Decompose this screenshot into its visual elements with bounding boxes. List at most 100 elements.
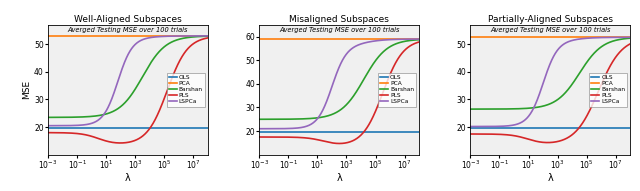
OLS bbox=[357, 131, 365, 134]
Line: LSPCa: LSPCa bbox=[48, 36, 208, 126]
PLS bbox=[141, 133, 149, 135]
PLS bbox=[166, 83, 173, 86]
PCA bbox=[182, 35, 189, 37]
LSPCa bbox=[265, 128, 273, 130]
OLS bbox=[467, 126, 474, 129]
Line: Barshan: Barshan bbox=[259, 40, 419, 119]
LSPCa bbox=[353, 45, 360, 47]
LSPCa bbox=[588, 37, 596, 39]
OLS bbox=[255, 131, 263, 134]
Barshan bbox=[146, 63, 154, 65]
OLS bbox=[182, 127, 189, 130]
PCA bbox=[467, 36, 474, 38]
PCA bbox=[54, 35, 61, 37]
Title: Misaligned Subspaces: Misaligned Subspaces bbox=[289, 15, 389, 24]
PCA bbox=[564, 36, 572, 38]
Barshan bbox=[54, 116, 61, 118]
Line: Barshan: Barshan bbox=[48, 36, 208, 117]
LSPCa bbox=[204, 35, 212, 37]
PCA bbox=[146, 35, 154, 37]
Line: Barshan: Barshan bbox=[470, 38, 630, 109]
PLS bbox=[137, 136, 145, 138]
OLS bbox=[627, 126, 634, 129]
LSPCa bbox=[146, 36, 154, 39]
PCA bbox=[377, 38, 385, 40]
PLS bbox=[147, 127, 154, 129]
PLS bbox=[476, 133, 484, 135]
OLS bbox=[54, 127, 61, 130]
Barshan bbox=[357, 83, 365, 85]
PLS bbox=[54, 132, 61, 134]
PCA bbox=[568, 36, 576, 38]
Barshan bbox=[377, 53, 385, 56]
X-axis label: λ: λ bbox=[337, 173, 342, 183]
LSPCa bbox=[476, 125, 484, 128]
PCA bbox=[415, 38, 423, 40]
Barshan bbox=[255, 118, 263, 120]
OLS bbox=[415, 131, 423, 134]
OLS bbox=[568, 126, 576, 129]
OLS bbox=[559, 126, 567, 129]
OLS bbox=[146, 127, 154, 130]
Legend: OLS, PCA, Barshan, PLS, LSPCa: OLS, PCA, Barshan, PLS, LSPCa bbox=[589, 73, 627, 107]
PCA bbox=[265, 38, 273, 40]
Legend: OLS, PCA, Barshan, PLS, LSPCa: OLS, PCA, Barshan, PLS, LSPCa bbox=[166, 73, 205, 107]
PLS bbox=[255, 136, 263, 138]
Barshan bbox=[393, 42, 401, 45]
Barshan bbox=[467, 108, 474, 110]
PLS bbox=[204, 37, 212, 39]
PLS bbox=[605, 68, 612, 70]
LSPCa bbox=[54, 125, 61, 127]
PLS bbox=[588, 104, 596, 107]
PLS bbox=[348, 140, 356, 142]
Barshan bbox=[348, 97, 356, 99]
PCA bbox=[393, 38, 401, 40]
PCA bbox=[588, 36, 596, 38]
OLS bbox=[265, 131, 273, 134]
PLS bbox=[377, 97, 385, 99]
LSPCa bbox=[137, 39, 145, 42]
PLS bbox=[44, 131, 52, 134]
OLS bbox=[588, 126, 596, 129]
LSPCa bbox=[467, 125, 474, 128]
LSPCa bbox=[377, 39, 385, 41]
Title: Well-Aligned Subspaces: Well-Aligned Subspaces bbox=[74, 15, 182, 24]
OLS bbox=[353, 131, 360, 134]
PLS bbox=[182, 50, 190, 52]
LSPCa bbox=[564, 41, 572, 43]
PCA bbox=[166, 35, 173, 37]
PLS bbox=[265, 136, 273, 138]
Line: LSPCa: LSPCa bbox=[470, 37, 630, 126]
OLS bbox=[377, 131, 385, 134]
Barshan bbox=[353, 91, 360, 93]
LSPCa bbox=[627, 36, 634, 38]
Barshan bbox=[588, 55, 596, 57]
PCA bbox=[353, 38, 360, 40]
LSPCa bbox=[44, 125, 52, 127]
PCA bbox=[476, 36, 484, 38]
PCA bbox=[604, 36, 612, 38]
PLS bbox=[569, 133, 577, 136]
LSPCa bbox=[141, 38, 149, 40]
LSPCa bbox=[604, 36, 612, 39]
PCA bbox=[141, 35, 149, 37]
LSPCa bbox=[393, 38, 401, 40]
PLS bbox=[116, 142, 124, 144]
Barshan bbox=[44, 116, 52, 119]
OLS bbox=[393, 131, 401, 134]
OLS bbox=[44, 127, 52, 130]
PLS bbox=[559, 139, 567, 141]
Barshan bbox=[415, 39, 423, 41]
Line: PLS: PLS bbox=[259, 42, 419, 143]
PLS bbox=[467, 133, 474, 135]
Line: PLS: PLS bbox=[470, 44, 630, 142]
Barshan bbox=[627, 37, 634, 39]
PLS bbox=[544, 141, 552, 144]
OLS bbox=[604, 126, 612, 129]
Barshan bbox=[182, 37, 189, 39]
Barshan bbox=[568, 83, 576, 85]
OLS bbox=[204, 127, 212, 130]
PCA bbox=[255, 38, 263, 40]
LSPCa bbox=[357, 43, 365, 45]
OLS bbox=[137, 127, 145, 130]
